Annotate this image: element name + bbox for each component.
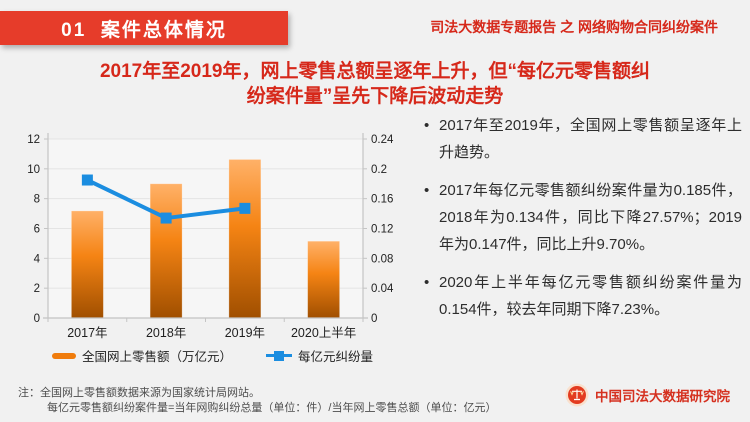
list-item: • 2017年至2019年，全国网上零售额呈逐年上升趋势。	[424, 112, 742, 166]
chart-legend: 全国网上零售额（万亿元） 每亿元纠纷量	[20, 346, 405, 365]
chart-canvas: 0 2 4 6 8 10 12 0 0.04 0.08 0.12 0.16 0.2 0.24 2017年 20…	[27, 133, 394, 340]
headline: 2017年至2019年，网上零售总额呈逐年上升，但“每亿元零售额纠 纷案件量”呈…	[30, 59, 720, 109]
legend-label-retail: 全国网上零售额（万亿元）	[81, 350, 232, 364]
list-item: • 2017年每亿元零售额纠纷案件量为0.185件，2018年为0.134件，同…	[424, 177, 742, 258]
legend-item-retail: 全国网上零售额（万亿元）	[51, 346, 232, 365]
line-series-swatch-icon	[266, 350, 292, 361]
svg-text:0: 0	[371, 313, 377, 325]
svg-text:0.04: 0.04	[371, 283, 394, 295]
svg-text:0.2: 0.2	[371, 164, 387, 176]
section-banner: 01 案件总体情况	[0, 11, 288, 45]
bullet-text: 2017年至2019年，全国网上零售额呈逐年上升趋势。	[439, 117, 742, 161]
svg-text:2: 2	[34, 283, 40, 295]
bullet-text: 2020年上半年每亿元零售额纠纷案件量为0.154件，较去年同期下降7.23%。	[439, 274, 742, 318]
svg-text:2019年: 2019年	[225, 326, 265, 340]
svg-text:4: 4	[34, 253, 41, 265]
cjbdi-emblem-icon	[565, 383, 589, 407]
svg-text:12: 12	[27, 134, 40, 146]
report-title: 司法大数据专题报告 之 网络购物合同纠纷案件	[430, 19, 718, 35]
legend-label-dispute: 每亿元纠纷量	[298, 350, 374, 364]
svg-text:10: 10	[27, 164, 40, 176]
svg-text:0.16: 0.16	[371, 194, 393, 206]
headline-line2: 纷案件量”呈先下降后波动走势	[246, 86, 504, 107]
section-banner-label: 01 案件总体情况	[61, 19, 227, 41]
bullet-text: 2017年每亿元零售额纠纷案件量为0.185件，2018年为0.134件，同比下…	[439, 182, 742, 253]
svg-text:8: 8	[34, 194, 40, 206]
svg-text:2018年: 2018年	[146, 326, 186, 340]
footnotes: 注：全国网上零售额数据来源为国家统计局网站。 每亿元零售额纠纷案件量=当年网购纠…	[18, 386, 496, 416]
svg-text:0.24: 0.24	[371, 134, 394, 146]
key-findings-list: • 2017年至2019年，全国网上零售额呈逐年上升趋势。 • 2017年每亿元…	[424, 112, 742, 334]
svg-text:0: 0	[34, 313, 40, 325]
legend-item-dispute: 每亿元纠纷量	[266, 346, 373, 365]
svg-text:0.12: 0.12	[371, 224, 393, 236]
svg-text:6: 6	[34, 224, 40, 236]
footnote-line1: 注：全国网上零售额数据来源为国家统计局网站。	[18, 387, 260, 399]
footnote-line2: 每亿元零售额纠纷案件量=当年网购纠纷总量（单位：件）/当年网上零售总额（单位：亿…	[47, 402, 497, 414]
svg-text:0.08: 0.08	[371, 253, 393, 265]
svg-text:2020上半年: 2020上半年	[291, 326, 356, 340]
bullet-marker: •	[424, 182, 430, 199]
bullet-marker: •	[424, 117, 430, 134]
org-name: 中国司法大数据研究院	[595, 389, 730, 404]
retail-dispute-chart: 0 2 4 6 8 10 12 0 0.04 0.08 0.12 0.16 0.2 0.24 2017年 20…	[20, 122, 405, 344]
bar-series-swatch-icon	[51, 352, 76, 359]
list-item: • 2020年上半年每亿元零售额纠纷案件量为0.154件，较去年同期下降7.23…	[424, 269, 742, 323]
headline-line1: 2017年至2019年，网上零售总额呈逐年上升，但“每亿元零售额纠	[99, 61, 651, 82]
org-footer: 中国司法大数据研究院	[565, 383, 730, 407]
bullet-marker: •	[424, 274, 430, 291]
svg-text:2017年: 2017年	[67, 326, 107, 340]
